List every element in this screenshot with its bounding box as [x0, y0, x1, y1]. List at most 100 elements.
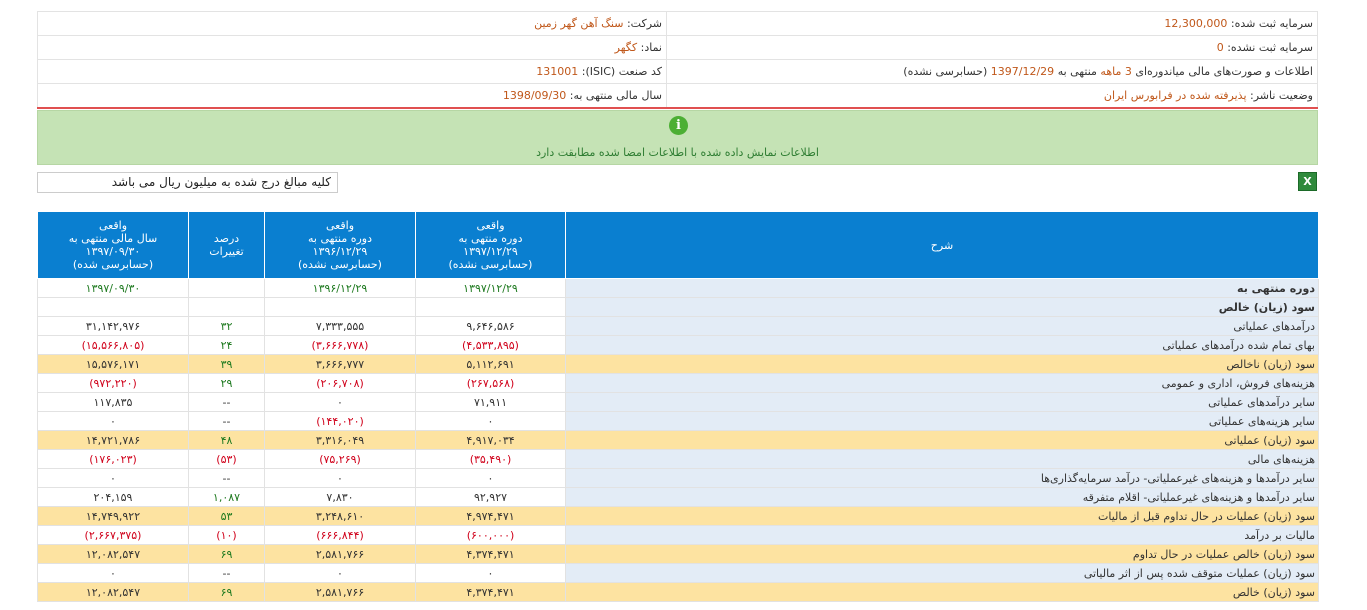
table-row: (۹۷۲,۲۲۰) ۲۹ (۲۰۶,۷۰۸) (۲۶۷,۵۶۸) هزینه‌های ف… [37, 373, 1319, 393]
row-value [188, 278, 265, 298]
table-row: ۱۱۷,۸۳۵ -- ۰ ۷۱,۹۱۱ سایر درآمدهای عملیاتی [37, 392, 1319, 412]
row-value: ۹,۶۴۶,۵۸۶ [415, 316, 566, 336]
registered-capital-value: 12,300,000 [1164, 17, 1228, 30]
header-line: ۱۳۹۷/۰۹/۳۰ [85, 245, 141, 258]
table-row: ۱۴,۷۲۱,۷۸۶ ۴۸ ۳,۳۱۶,۰۴۹ ۴,۹۱۷,۰۳۴ سود (زیان)… [37, 430, 1319, 450]
row-value: (۲۰۶,۷۰۸) [264, 373, 416, 393]
row-value: ۱۲,۰۸۲,۵۴۷ [37, 544, 189, 564]
info-row: سال مالی منتهی به: 1398/09/30 وضعیت ناشر… [37, 83, 1318, 109]
table-row: ۱۴,۷۴۹,۹۲۲ ۵۳ ۳,۲۴۸,۶۱۰ ۴,۹۷۴,۴۷۱ سود (زیان)… [37, 506, 1319, 526]
row-value: ۱۳۹۶/۱۲/۲۹ [264, 278, 416, 298]
row-value: (۴,۵۳۳,۸۹۵) [415, 335, 566, 355]
row-description: مالیات بر درآمد [565, 525, 1319, 545]
row-description: سایر درآمدهای عملیاتی [565, 392, 1319, 412]
row-value: (۲,۶۶۷,۳۷۵) [37, 525, 189, 545]
row-value: ۰ [37, 411, 189, 431]
header-line: واقعی [98, 219, 128, 232]
registered-capital-cell: سرمایه ثبت شده: 12,300,000 [666, 11, 1318, 36]
header-line: (حسابرسی شده) [72, 258, 154, 271]
row-description: بهای تمام شده درآمدهای عملیاتی [565, 335, 1319, 355]
table-row: ۰ -- (۱۴۴,۰۲۰) ۰ سایر هزینه‌های عملیاتی [37, 411, 1319, 431]
row-value: (۹۷۲,۲۲۰) [37, 373, 189, 393]
row-description: هزینه‌های فروش، اداری و عمومی [565, 373, 1319, 393]
row-value: ۱۱۷,۸۳۵ [37, 392, 189, 412]
header-line: واقعی [476, 219, 505, 232]
row-description: سود (زیان) عملیات در حال تداوم قبل از ما… [565, 506, 1319, 526]
header-line: تغییرات [209, 245, 244, 258]
row-value: ۰ [415, 563, 566, 583]
isic-value: 131001 [536, 65, 579, 78]
table-row: ۰ -- ۰ ۰ سایر درآمدها و هزینه‌های غیرعملیاتی… [37, 468, 1319, 488]
table-row: (۲,۶۶۷,۳۷۵) (۱۰) (۶۶۶,۸۴۴) (۶۰۰,۰۰۰) مالیات … [37, 525, 1319, 545]
symbol-cell: نماد: کگهر [37, 35, 667, 60]
row-value: -- [188, 392, 265, 412]
fiscal-year-value: 1398/09/30 [502, 89, 567, 102]
report-audit-status: (حسابرسی نشده) [903, 65, 988, 78]
header-line: درصد [213, 232, 240, 245]
company-value[interactable]: سنگ آهن گهر زمین [534, 17, 624, 30]
row-description: درآمدهای عملیاتی [565, 316, 1319, 336]
report-text: اطلاعات و صورت‌های مالی میاندوره‌ای [1135, 65, 1313, 78]
row-value: ۲۰۴,۱۵۹ [37, 487, 189, 507]
row-value: ۱۲,۰۸۲,۵۴۷ [37, 582, 189, 602]
notice-message: اطلاعات نمایش داده شده با اطلاعات امضا ش… [536, 146, 819, 159]
header-line: سال مالی منتهی به [68, 232, 158, 245]
table-row: سود (زیان) خالص [37, 297, 1319, 317]
row-value: ۴۸ [188, 430, 265, 450]
row-description: سود (زیان) خالص [565, 297, 1319, 317]
table-body: ۱۳۹۷/۰۹/۳۰ ۱۳۹۶/۱۲/۲۹ ۱۳۹۷/۱۲/۲۹ دوره منتهی… [37, 278, 1319, 602]
info-row: شرکت: سنگ آهن گهر زمین سرمایه ثبت شده: 1… [37, 11, 1318, 36]
row-value: ۵,۱۱۲,۶۹۱ [415, 354, 566, 374]
row-value [415, 297, 566, 317]
table-row: ۱۲,۰۸۲,۵۴۷ ۶۹ ۲,۵۸۱,۷۶۶ ۴,۳۷۴,۴۷۱ سود (زیان)… [37, 582, 1319, 602]
company-cell: شرکت: سنگ آهن گهر زمین [37, 11, 667, 36]
income-statement-table: واقعی سال مالی منتهی به ۱۳۹۷/۰۹/۳۰ (حسابرسی… [37, 211, 1319, 602]
row-value [37, 297, 189, 317]
row-value: (۲۶۷,۵۶۸) [415, 373, 566, 393]
row-value: ۲,۵۸۱,۷۶۶ [264, 582, 416, 602]
symbol-value[interactable]: کگهر [614, 41, 638, 54]
row-description: سایر درآمدها و هزینه‌های غیرعملیاتی- اقل… [565, 487, 1319, 507]
header-line: واقعی [325, 219, 355, 232]
row-value: ۷۱,۹۱۱ [415, 392, 566, 412]
header-change-percent: درصد تغییرات [188, 211, 265, 279]
row-value: ۵۳ [188, 506, 265, 526]
row-value: ۲۹ [188, 373, 265, 393]
unregistered-capital-cell: سرمایه ثبت نشده: 0 [666, 35, 1318, 60]
row-description: سایر هزینه‌های عملیاتی [565, 411, 1319, 431]
report-date: 1397/12/29 [990, 65, 1055, 78]
header-fiscal-year: واقعی سال مالی منتهی به ۱۳۹۷/۰۹/۳۰ (حسابرسی… [37, 211, 189, 279]
row-value: ۳,۲۴۸,۶۱۰ [264, 506, 416, 526]
row-value: ۱۳۹۷/۱۲/۲۹ [415, 278, 566, 298]
row-value: ۰ [264, 468, 416, 488]
publisher-status-value: پذیرفته شده در فرابورس ایران [1103, 89, 1247, 102]
row-value: ۷,۳۳۳,۵۵۵ [264, 316, 416, 336]
row-value: (۱۰) [188, 525, 265, 545]
row-value: ۰ [264, 563, 416, 583]
table-row: (۱۷۶,۰۲۳) (۵۳) (۷۵,۲۶۹) (۳۵,۴۹۰) هزینه‌های م… [37, 449, 1319, 469]
row-value: ۹۲,۹۲۷ [415, 487, 566, 507]
company-info-table: شرکت: سنگ آهن گهر زمین سرمایه ثبت شده: 1… [37, 11, 1318, 109]
header-line: دوره منتهی به [458, 232, 523, 245]
row-value: ۳,۳۱۶,۰۴۹ [264, 430, 416, 450]
publisher-status-label: وضعیت ناشر: [1250, 89, 1313, 102]
table-row: (۱۵,۵۶۶,۸۰۵) ۲۴ (۳,۶۶۶,۷۷۸) (۴,۵۳۳,۸۹۵) بهای… [37, 335, 1319, 355]
row-description: سایر درآمدها و هزینه‌های غیرعملیاتی- درآ… [565, 468, 1319, 488]
table-row: ۰ -- ۰ ۰ سود (زیان) عملیات متوقف شده پس از ا… [37, 563, 1319, 583]
row-value: ۴,۹۱۷,۰۳۴ [415, 430, 566, 450]
excel-icon[interactable]: X [1298, 172, 1317, 191]
publisher-status-cell: وضعیت ناشر: پذیرفته شده در فرابورس ایران [666, 83, 1318, 109]
isic-cell: کد صنعت (ISIC): 131001 [37, 59, 667, 84]
fiscal-year-label: سال مالی منتهی به: [569, 89, 662, 102]
row-value: (۵۳) [188, 449, 265, 469]
row-value: ۰ [264, 392, 416, 412]
row-value: ۴,۳۷۴,۴۷۱ [415, 582, 566, 602]
row-value: ۰ [415, 468, 566, 488]
header-prior-period: واقعی دوره منتهی به ۱۳۹۶/۱۲/۲۹ (حسابرسی نشد… [264, 211, 416, 279]
row-value: ۱۳۹۷/۰۹/۳۰ [37, 278, 189, 298]
row-value: ۳,۶۶۶,۷۷۷ [264, 354, 416, 374]
row-value: ۰ [415, 411, 566, 431]
row-value: ۱۴,۷۴۹,۹۲۲ [37, 506, 189, 526]
table-row: ۱۵,۵۷۶,۱۷۱ ۳۹ ۳,۶۶۶,۷۷۷ ۵,۱۱۲,۶۹۱ سود (زیان)… [37, 354, 1319, 374]
header-line: (حسابرسی نشده) [448, 258, 533, 271]
